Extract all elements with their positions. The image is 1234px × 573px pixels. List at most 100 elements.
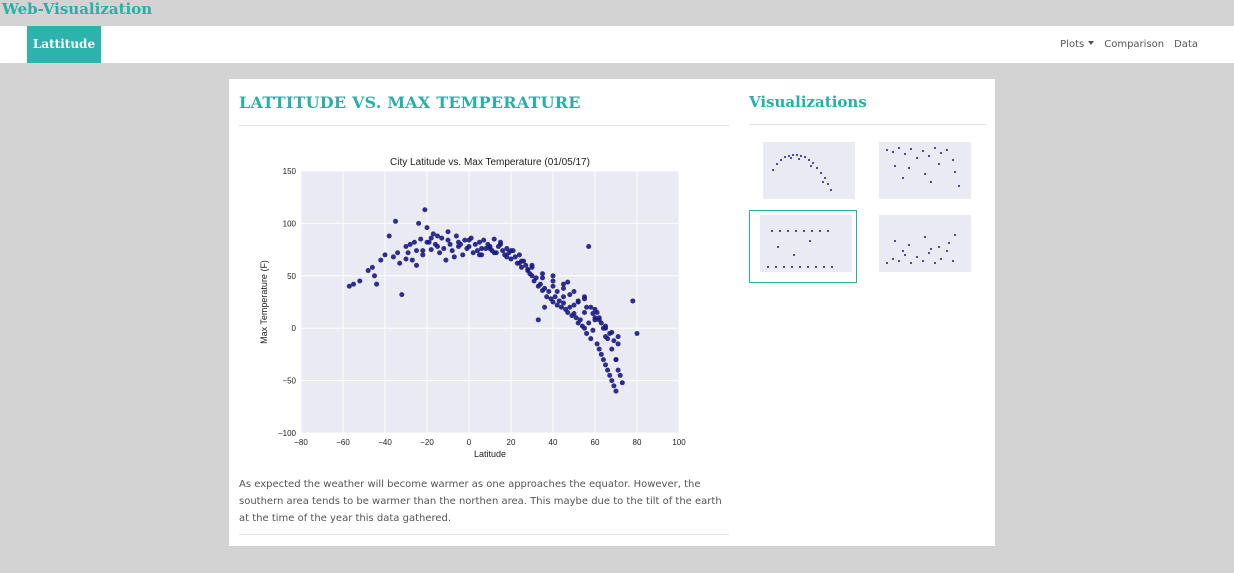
data-point [477, 252, 482, 258]
data-point [523, 262, 529, 268]
data-point [609, 329, 615, 335]
data-point [577, 317, 583, 323]
data-point [592, 317, 598, 323]
chart-thumbnail-image [760, 215, 852, 272]
data-point [603, 323, 608, 329]
data-point [500, 248, 506, 254]
data-point [575, 298, 581, 304]
data-point [395, 250, 401, 256]
data-point [369, 264, 375, 270]
data-point [504, 254, 510, 260]
data-point [603, 362, 608, 368]
nav-plots-dropdown[interactable]: Plots [1060, 39, 1095, 50]
grid-lines [300, 170, 680, 434]
scatter-chart: −80 −60 −40 −20 0 20 40 60 80 100 −100 −50 0 50 100 15… [259, 157, 686, 459]
data-point [617, 372, 623, 378]
navbar-brand[interactable]: Lattitude [27, 26, 101, 63]
thumbnail-lat-vs-humidity[interactable] [869, 138, 975, 209]
thumbnail-lat-vs-wind-speed[interactable] [869, 211, 975, 282]
data-point [540, 271, 545, 277]
data-point [411, 239, 417, 245]
data-point [554, 289, 560, 295]
y-tick-label: 100 [283, 219, 297, 228]
data-point [584, 304, 590, 310]
data-point [397, 260, 403, 266]
x-axis-ticks: −80 −60 −40 −20 0 20 40 60 80 100 [294, 438, 686, 447]
data-point [588, 304, 594, 310]
data-point [456, 243, 461, 249]
data-point [609, 346, 615, 352]
data-point [508, 256, 514, 262]
data-point [372, 273, 377, 279]
data-point [584, 330, 590, 336]
data-point [540, 275, 545, 281]
data-point [405, 250, 411, 256]
data-point [390, 254, 396, 260]
data-point [409, 257, 415, 263]
data-point [615, 367, 621, 373]
data-point [472, 241, 478, 247]
data-point [374, 281, 380, 287]
data-point [594, 341, 600, 347]
plot-area [301, 171, 679, 433]
data-point [533, 275, 539, 281]
content-panel: LATTITUDE VS. MAX TEMPERATURE −80 −60 −40−… [229, 79, 995, 546]
chart-title: City Latitude vs. Max Temperature (01/05… [390, 157, 590, 168]
data-point [571, 289, 577, 295]
data-point [512, 254, 518, 260]
data-point [346, 283, 352, 289]
data-point [470, 250, 476, 256]
data-point [430, 231, 436, 237]
data-point [613, 357, 619, 363]
chart-thumbnail-image [879, 215, 971, 272]
x-tick-label: 40 [549, 438, 558, 447]
data-point [550, 278, 556, 284]
data-point [565, 309, 571, 315]
data-point [403, 243, 409, 249]
data-point [447, 241, 453, 247]
x-tick-label: −20 [420, 438, 434, 447]
data-point [561, 281, 566, 287]
data-point [460, 252, 466, 258]
data-point [491, 236, 497, 242]
thumbnail-lat-vs-temperature[interactable] [753, 138, 859, 209]
data-point [474, 248, 480, 254]
data-point [424, 225, 430, 231]
data-point [516, 260, 522, 266]
data-point [582, 325, 587, 331]
data-point [414, 262, 419, 268]
data-point [605, 367, 611, 373]
nav-comparison[interactable]: Comparison [1104, 39, 1165, 50]
divider [749, 124, 986, 125]
data-point [365, 268, 371, 274]
nav-data[interactable]: Data [1174, 39, 1198, 50]
data-point [565, 279, 571, 285]
data-point [420, 248, 426, 254]
data-point [403, 256, 409, 262]
site-title: Web-Visualization [2, 0, 153, 18]
data-point [477, 239, 482, 245]
x-tick-label: −80 [294, 438, 308, 447]
data-point [605, 336, 611, 342]
y-tick-label: −50 [282, 377, 296, 386]
data-point [590, 327, 596, 333]
data-point [611, 383, 617, 389]
data-point [561, 285, 566, 291]
thumbnail-lat-vs-cloudiness[interactable] [749, 210, 857, 283]
navbar: Lattitude Plots Comparison Data [0, 26, 1234, 63]
data-point [571, 311, 577, 317]
data-point [571, 302, 577, 308]
data-point [586, 320, 592, 326]
data-point [634, 330, 640, 336]
x-tick-label: 100 [672, 438, 686, 447]
y-axis-ticks: −100 −50 0 50 100 150 [278, 167, 297, 438]
data-point [552, 294, 558, 300]
nav-plots-label: Plots [1060, 39, 1085, 50]
data-point [561, 294, 566, 300]
data-point [508, 248, 514, 254]
data-point [399, 292, 405, 298]
data-point [542, 304, 548, 310]
x-axis-label: Latitude [474, 449, 506, 459]
data-point [594, 309, 600, 315]
data-point [613, 388, 619, 394]
